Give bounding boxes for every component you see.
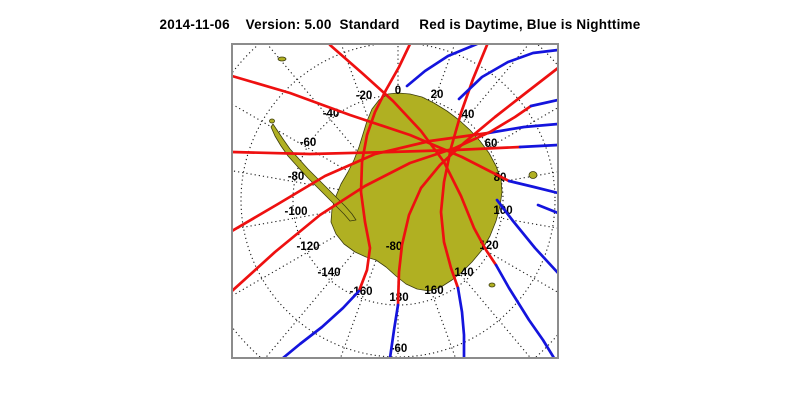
longitude-label: -60 <box>300 137 317 149</box>
island <box>528 171 538 179</box>
track-11-night-segment <box>495 198 558 275</box>
longitude-label: 0 <box>395 85 401 97</box>
track-6-day-segment <box>357 44 412 293</box>
longitude-label: 20 <box>431 89 444 101</box>
track-12-night-segment <box>536 203 558 215</box>
satellite-tracks <box>232 44 558 358</box>
latitude-label: -60 <box>391 343 408 355</box>
plot-border <box>231 43 559 359</box>
track-3-night-segment <box>486 122 558 135</box>
island <box>269 118 275 124</box>
longitude-label: -140 <box>317 267 340 279</box>
longitude-label: 140 <box>454 267 473 279</box>
longitude-label: -120 <box>296 241 319 253</box>
island <box>277 56 287 62</box>
longitude-label: -20 <box>356 90 373 102</box>
track-8-day-segment <box>396 66 558 307</box>
latitude-label: -80 <box>386 241 403 253</box>
track-5-night-segment <box>494 263 556 358</box>
track-9-night-segment <box>405 44 479 88</box>
longitude-label: 40 <box>462 109 475 121</box>
land <box>269 56 538 292</box>
track-3-day-segment <box>232 131 490 233</box>
figure-title: 2014-11-06 Version: 5.00 Standard Red is… <box>159 17 641 32</box>
longitude-label: 160 <box>424 285 443 297</box>
latitude-circle <box>240 44 556 358</box>
track-6-night-segment <box>281 289 361 358</box>
track-1-day-segment <box>232 74 511 183</box>
longitude-label: -40 <box>323 108 340 120</box>
track-2-night-segment <box>518 143 558 149</box>
track-4-day-segment <box>232 104 533 293</box>
track-1-night-segment <box>507 179 558 195</box>
longitude-label: -80 <box>288 171 305 183</box>
track-7-night-segment <box>456 286 466 358</box>
track-10-night-segment <box>457 48 558 101</box>
antarctica-mainland <box>330 92 503 292</box>
track-8-night-segment <box>388 303 400 358</box>
track-2-day-segment <box>232 145 522 156</box>
longitude-label: -100 <box>284 206 307 218</box>
island <box>488 282 496 288</box>
track-4-night-segment <box>529 98 558 108</box>
